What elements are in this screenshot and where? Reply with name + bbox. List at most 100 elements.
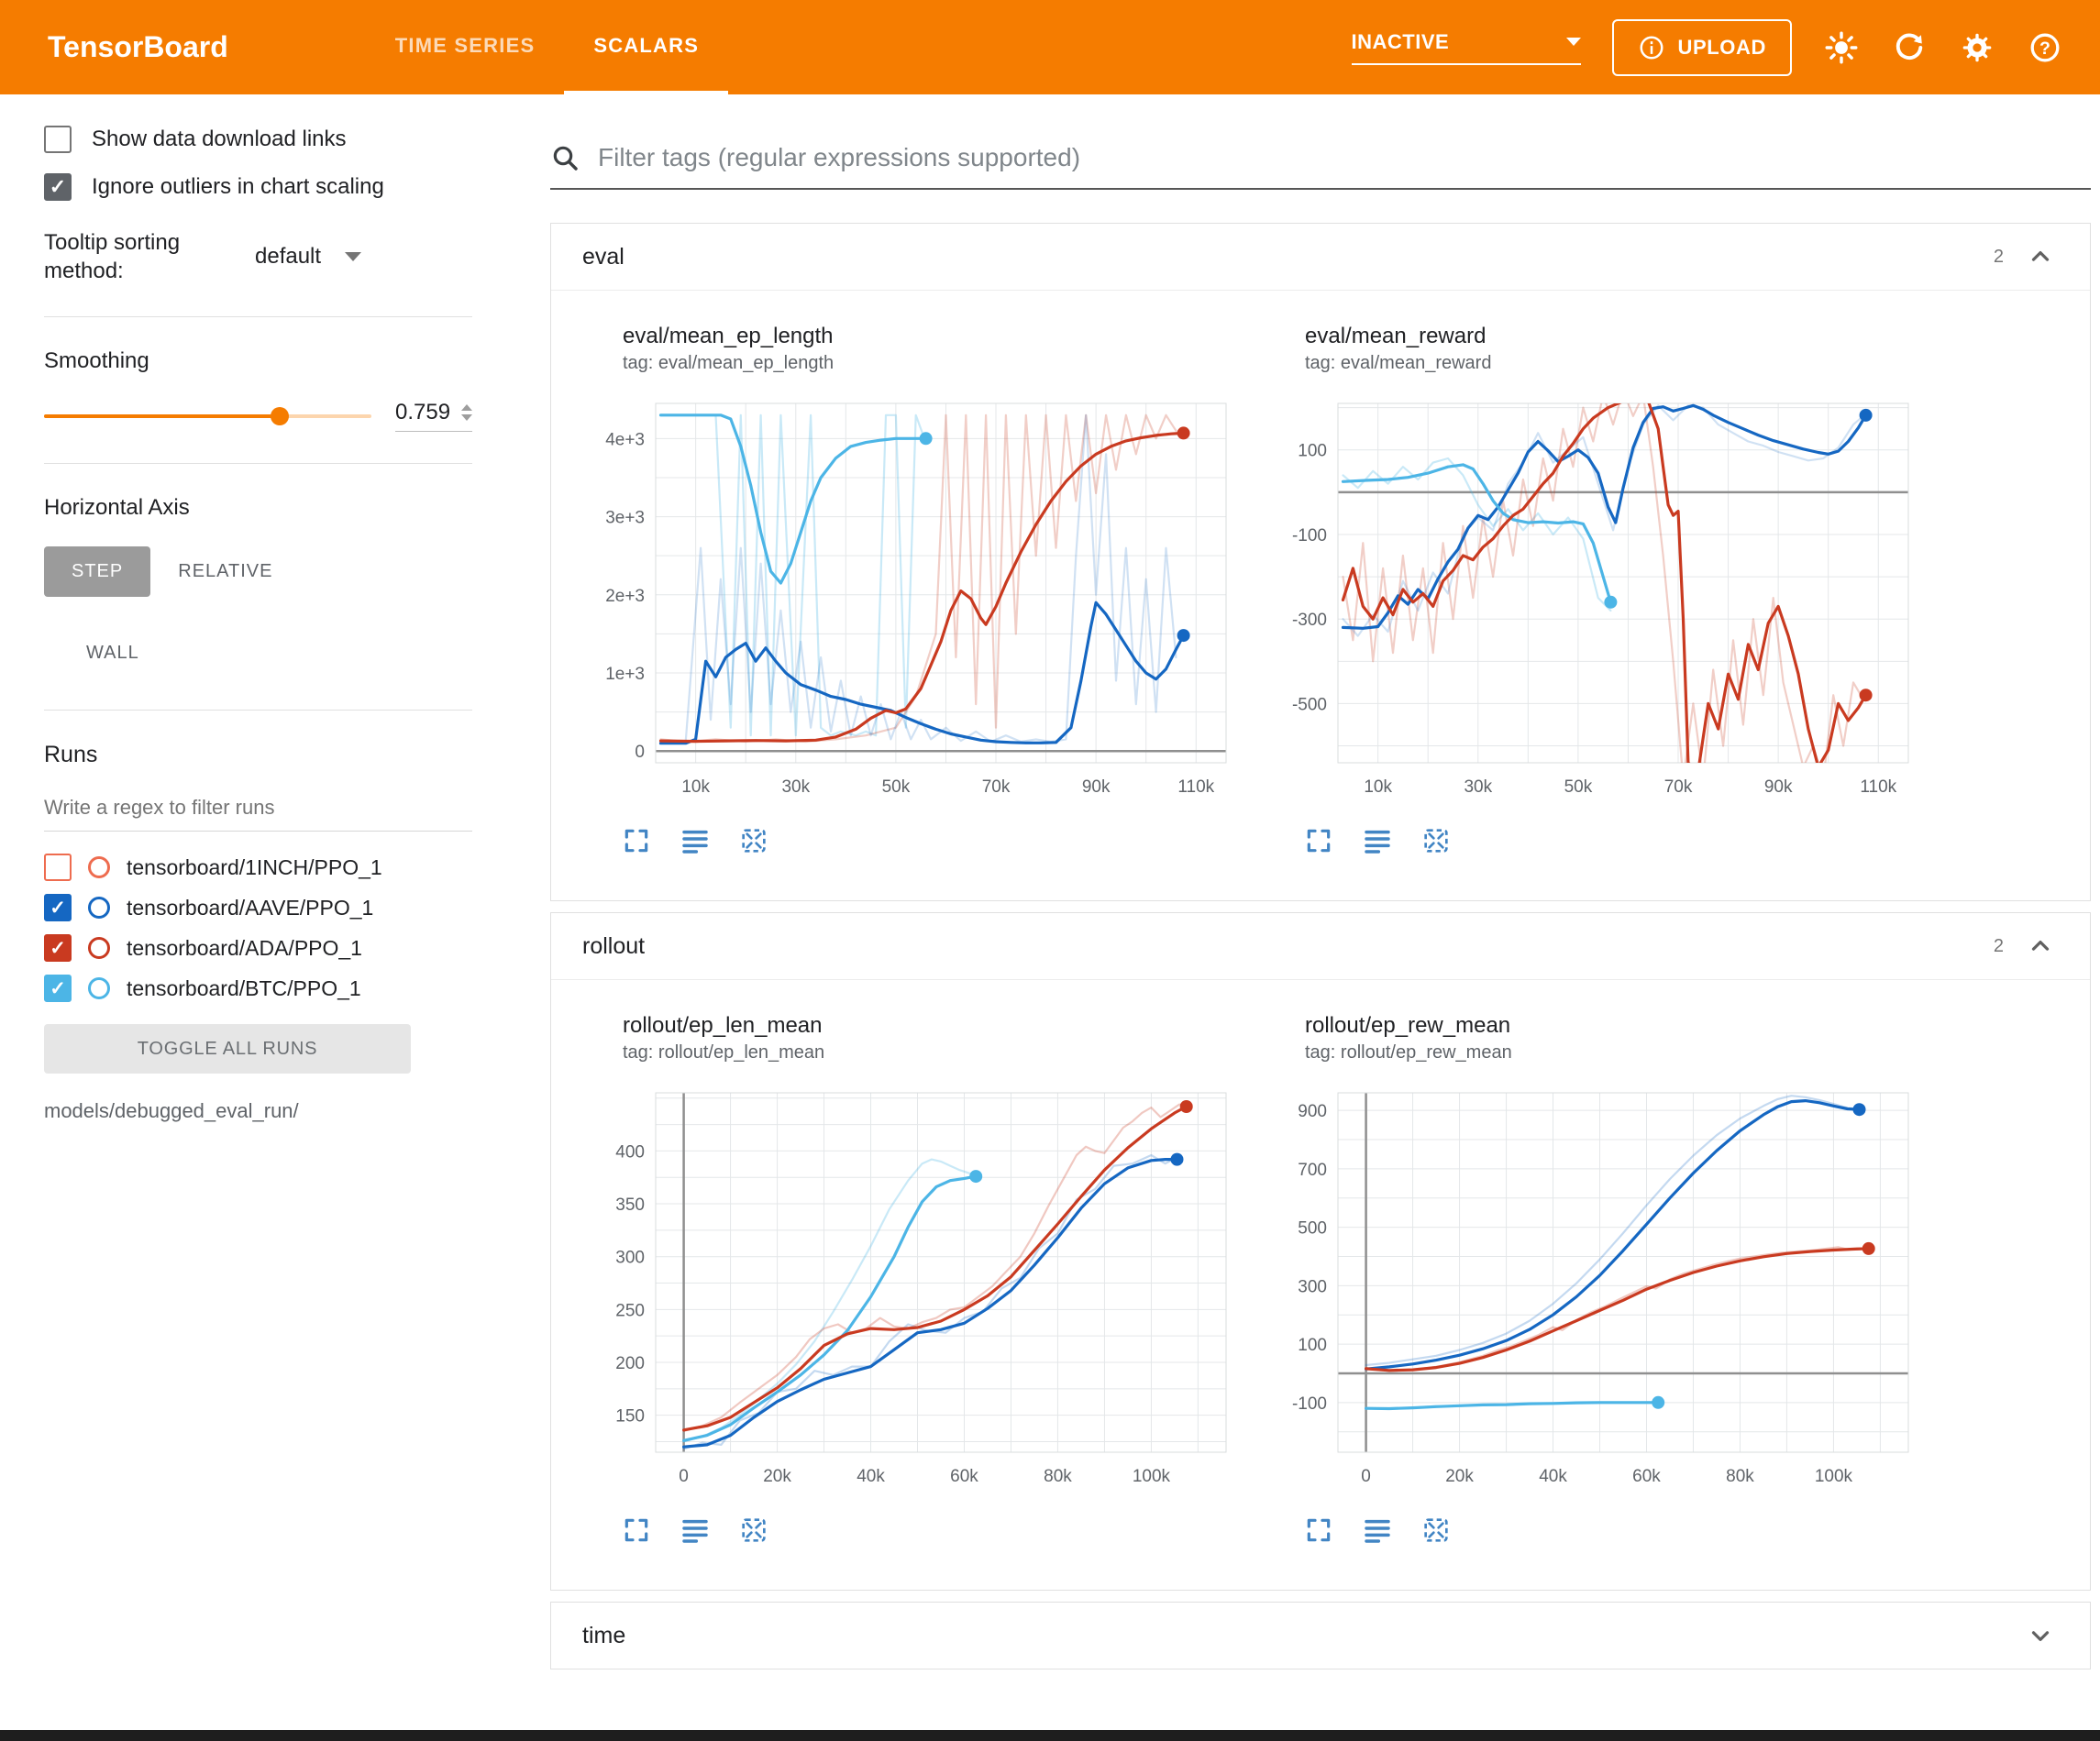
tooltip-sorting-label: Tooltip sorting method: <box>44 228 227 285</box>
chart-toolbar <box>1301 1513 1925 1548</box>
svg-text:0: 0 <box>679 1467 689 1486</box>
data-table-icon[interactable] <box>1360 1513 1395 1548</box>
svg-text:900: 900 <box>1298 1102 1327 1121</box>
svg-text:100: 100 <box>1298 1336 1327 1355</box>
svg-text:200: 200 <box>615 1354 645 1373</box>
tab-time-series[interactable]: TIME SERIES <box>366 0 565 94</box>
svg-text:90k: 90k <box>1764 777 1793 797</box>
fit-domain-icon[interactable] <box>736 823 771 858</box>
upload-button[interactable]: UPLOAD <box>1612 19 1793 76</box>
svg-text:70k: 70k <box>982 777 1011 797</box>
tab-scalars[interactable]: SCALARS <box>564 0 728 94</box>
data-table-icon[interactable] <box>1360 823 1395 858</box>
fullscreen-icon[interactable] <box>619 823 654 858</box>
fit-domain-icon[interactable] <box>1419 823 1453 858</box>
chart-toolbar <box>619 823 1243 858</box>
chevron-up-icon <box>2027 932 2054 960</box>
ignore-outliers-row[interactable]: Ignore outliers in chart scaling <box>44 173 472 201</box>
chevron-down-icon <box>2027 1622 2054 1649</box>
run-checkbox[interactable] <box>44 934 72 962</box>
smoothing-slider[interactable] <box>44 414 371 418</box>
refresh-icon[interactable] <box>1891 29 1928 66</box>
chart-tag: tag: rollout/ep_rew_mean <box>1305 1042 1925 1063</box>
fit-domain-icon[interactable] <box>736 1513 771 1548</box>
svg-text:20k: 20k <box>763 1467 791 1486</box>
run-color-indicator <box>88 937 110 959</box>
chart-title: eval/mean_ep_length <box>623 324 1243 349</box>
section-title: eval <box>582 244 624 270</box>
slider-knob[interactable] <box>271 407 289 425</box>
run-row-1inch[interactable]: tensorboard/1INCH/PPO_1 <box>44 854 472 881</box>
brightness-icon[interactable] <box>1823 29 1860 66</box>
line-chart[interactable]: 10k30k50k70k90k110k01e+32e+33e+34e+3 <box>579 394 1243 807</box>
chart-title: rollout/ep_len_mean <box>623 1013 1243 1039</box>
svg-text:100k: 100k <box>1133 1467 1171 1486</box>
chevron-up-icon <box>2027 243 2054 270</box>
line-chart[interactable]: 020k40k60k80k100k-100100300500700900 <box>1261 1084 1925 1496</box>
chevron-down-icon <box>345 252 361 261</box>
toggle-all-runs-button[interactable]: TOGGLE ALL RUNS <box>44 1024 411 1074</box>
chart-panel: eval/mean_reward tag: eval/mean_reward 1… <box>1261 318 1925 858</box>
line-chart[interactable]: 10k30k50k70k90k110k100-100-300-500 <box>1261 394 1925 807</box>
stepper-down-icon[interactable] <box>461 414 472 421</box>
chart-panel: eval/mean_ep_length tag: eval/mean_ep_le… <box>579 318 1243 858</box>
chart-tag: tag: eval/mean_reward <box>1305 353 1925 374</box>
tag-filter-input[interactable] <box>596 142 2091 173</box>
status-dropdown[interactable]: INACTIVE <box>1352 30 1581 65</box>
run-label: tensorboard/AAVE/PPO_1 <box>127 896 373 920</box>
svg-text:-100: -100 <box>1292 1394 1327 1414</box>
show-download-links-row[interactable]: Show data download links <box>44 126 472 153</box>
settings-gear-icon[interactable] <box>1959 29 1995 66</box>
run-checkbox[interactable] <box>44 894 72 921</box>
expand-section-button[interactable] <box>2022 1617 2059 1654</box>
chart-count-badge: 2 <box>1994 936 2004 957</box>
run-color-indicator <box>88 977 110 999</box>
fullscreen-icon[interactable] <box>1301 1513 1336 1548</box>
data-table-icon[interactable] <box>678 1513 713 1548</box>
axis-step-button[interactable]: STEP <box>44 546 150 597</box>
top-tabs: TIME SERIES SCALARS <box>366 0 728 94</box>
section-card-eval: eval 2 eval/mean_ep_length tag: eval/mea… <box>550 223 2091 901</box>
fullscreen-icon[interactable] <box>1301 823 1336 858</box>
run-color-indicator <box>88 897 110 919</box>
run-checkbox[interactable] <box>44 854 72 881</box>
fit-domain-icon[interactable] <box>1419 1513 1453 1548</box>
line-chart-svg: 020k40k60k80k100k-100100300500700900 <box>1261 1084 1925 1496</box>
number-stepper[interactable] <box>461 404 472 421</box>
run-row-btc[interactable]: tensorboard/BTC/PPO_1 <box>44 975 472 1002</box>
chart-count-badge: 2 <box>1994 247 2004 268</box>
run-row-aave[interactable]: tensorboard/AAVE/PPO_1 <box>44 894 472 921</box>
axis-relative-button[interactable]: RELATIVE <box>150 546 300 597</box>
help-icon[interactable]: ? <box>2027 29 2063 66</box>
slider-fill <box>44 414 280 418</box>
axis-wall-button[interactable]: WALL <box>59 628 167 678</box>
line-chart[interactable]: 020k40k60k80k100k150200250300350400 <box>579 1084 1243 1496</box>
run-checkbox[interactable] <box>44 975 72 1002</box>
runs-filter-input[interactable] <box>44 792 472 832</box>
section-header-time[interactable]: time <box>551 1603 2090 1669</box>
smoothing-value-box[interactable]: 0.759 <box>395 400 472 432</box>
section-body-rollout: rollout/ep_len_mean tag: rollout/ep_len_… <box>551 980 2090 1590</box>
section-header-eval[interactable]: eval 2 <box>551 224 2090 291</box>
divider <box>44 710 472 711</box>
show-download-links-checkbox[interactable] <box>44 126 72 153</box>
stepper-up-icon[interactable] <box>461 404 472 411</box>
ignore-outliers-checkbox[interactable] <box>44 173 72 201</box>
run-color-indicator <box>88 856 110 878</box>
fullscreen-icon[interactable] <box>619 1513 654 1548</box>
collapse-section-button[interactable] <box>2022 238 2059 275</box>
tooltip-sorting-select[interactable]: default <box>255 244 361 270</box>
info-icon <box>1638 34 1665 61</box>
run-row-ada[interactable]: tensorboard/ADA/PPO_1 <box>44 934 472 962</box>
bottom-bar <box>0 1730 2100 1741</box>
upload-button-label: UPLOAD <box>1678 36 1767 60</box>
tensorboard-logo: TensorBoard <box>48 0 228 94</box>
section-header-rollout[interactable]: rollout 2 <box>551 913 2090 980</box>
chart-title: rollout/ep_rew_mean <box>1305 1013 1925 1039</box>
svg-text:60k: 60k <box>950 1467 978 1486</box>
section-card-time: time <box>550 1602 2091 1669</box>
svg-text:30k: 30k <box>1464 777 1492 797</box>
data-table-icon[interactable] <box>678 823 713 858</box>
chart-toolbar <box>619 1513 1243 1548</box>
collapse-section-button[interactable] <box>2022 928 2059 964</box>
